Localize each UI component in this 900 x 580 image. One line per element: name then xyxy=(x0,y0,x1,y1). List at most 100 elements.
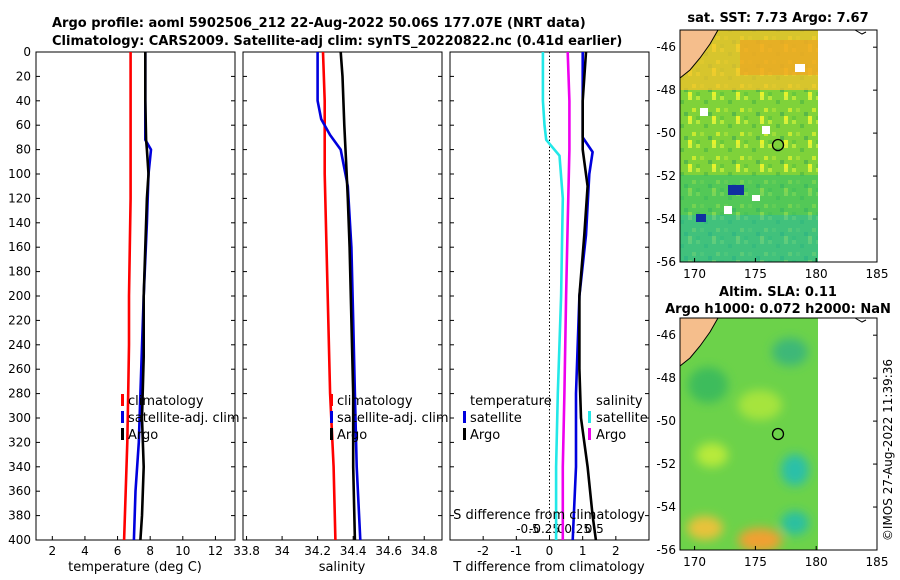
map-lon-label: 170 xyxy=(683,555,706,569)
sst-cool-band xyxy=(680,175,818,215)
depth-tick-label: 40 xyxy=(16,94,31,108)
depth-tick-label: 100 xyxy=(8,167,31,181)
x-top-tick-label: -0.5 xyxy=(516,522,539,536)
depth-tick-label: 160 xyxy=(8,240,31,254)
difference-xlabel-top: S difference from climatology xyxy=(453,508,645,523)
map-lon-label: 180 xyxy=(805,555,828,569)
sst-map-axes: -46 -48 -50 -52 -54 -56 170 175 180 185 xyxy=(656,40,888,281)
legend-swatch-sal-satellite xyxy=(588,411,591,423)
difference-xlabel: T difference from climatology xyxy=(452,560,645,575)
land-new-zealand xyxy=(680,30,719,79)
legend-swatch-temp-argo xyxy=(463,428,466,440)
map-lon-label: 170 xyxy=(683,267,706,281)
x-tick-label: 12 xyxy=(208,544,223,558)
sla-map-frame xyxy=(679,317,878,551)
depth-tick-label: 80 xyxy=(16,143,31,157)
legend-swatch-argo xyxy=(121,428,124,440)
x-top-tick-label: 0.25 xyxy=(564,522,591,536)
depth-tick-label: 340 xyxy=(8,460,31,474)
sst-map xyxy=(680,30,818,262)
sst-missing-pixel xyxy=(752,195,760,201)
map-lat-label: -54 xyxy=(656,500,676,514)
salinity-panel-frame xyxy=(242,51,443,541)
x-tick-label: 4 xyxy=(81,544,89,558)
sla-blob xyxy=(738,390,782,420)
depth-axis: 0 20 40 60 80 100 120 140 160 180 200 220 240 260 280 3… xyxy=(8,45,31,547)
legend-swatch-satellite-adj xyxy=(121,411,124,423)
salinity-legend: climatology satellite-adj. clim Argo xyxy=(330,394,449,443)
figure-title-line1: Argo profile: aoml 5902506_212 22-Aug-20… xyxy=(52,16,586,31)
salinity-plot: 33.8 34 34.2 34.4 34.6 34.8 xyxy=(233,51,442,558)
difference-plot: -2 -1 0 1 2-0.5-0.250 0.250.5 xyxy=(450,51,649,558)
series-line-climatology xyxy=(321,51,337,541)
legend-swatch-argo xyxy=(330,428,333,440)
map-lon-label: 175 xyxy=(744,555,767,569)
sst-map-title: sat. SST: 7.73 Argo: 7.67 xyxy=(687,11,868,26)
temperature-plot: 2 4 6 8 10 12 xyxy=(36,51,235,558)
temperature-legend: climatology satellite-adj. clim Argo xyxy=(121,394,240,443)
legend-swatch-satellite-adj xyxy=(330,411,333,423)
x-tick-label: 34.4 xyxy=(340,544,367,558)
legend-label-sal-satellite: satellite xyxy=(596,411,648,426)
sla-map-axes: -46 -48 -50 -52 -54 -56 170 175 180 185 xyxy=(656,328,888,569)
sla-map-title-line1: Altim. SLA: 0.11 xyxy=(719,285,837,300)
map-lon-label: 185 xyxy=(866,267,889,281)
map-lat-label: -52 xyxy=(656,457,676,471)
x-top-tick-label: 0 xyxy=(557,522,565,536)
map-lat-label: -50 xyxy=(656,414,676,428)
salinity-xlabel: salinity xyxy=(319,560,366,575)
difference-legend: temperature satellite Argo salinity sate… xyxy=(463,394,648,443)
depth-tick-label: 300 xyxy=(8,411,31,425)
legend-label-satellite-adj: satellite-adj. clim xyxy=(128,411,240,426)
legend-label-argo: Argo xyxy=(337,428,367,443)
sla-blob xyxy=(688,367,728,403)
map-lat-label: -46 xyxy=(656,40,676,54)
x-tick-label: -1 xyxy=(510,544,522,558)
depth-tick-label: 240 xyxy=(8,338,31,352)
x-tick-label: 10 xyxy=(175,544,190,558)
x-tick-label: 2 xyxy=(612,544,620,558)
legend-swatch-temp-satellite xyxy=(463,411,466,423)
sst-coldest-band xyxy=(680,215,818,262)
sst-warm-patch xyxy=(740,40,818,75)
depth-tick-label: 60 xyxy=(16,118,31,132)
legend-swatch-climatology xyxy=(330,394,333,406)
legend-title-salinity: salinity xyxy=(596,394,643,409)
x-top-tick-label: -0.25 xyxy=(529,522,560,536)
depth-tick-label: 0 xyxy=(23,45,31,59)
coast-fragment xyxy=(854,317,867,323)
legend-swatch-climatology xyxy=(121,394,124,406)
x-tick-label: 34.8 xyxy=(411,544,438,558)
legend-swatch-sal-argo xyxy=(588,428,591,440)
depth-tick-label: 400 xyxy=(8,533,31,547)
sst-missing-pixel xyxy=(724,206,732,214)
legend-label-satellite-adj: satellite-adj. clim xyxy=(337,411,449,426)
depth-tick-label: 140 xyxy=(8,216,31,230)
sst-missing-pixel xyxy=(700,108,708,116)
map-lat-label: -52 xyxy=(656,169,676,183)
series-line-salinity-argo xyxy=(561,51,571,540)
depth-tick-label: 180 xyxy=(8,265,31,279)
sla-blob xyxy=(696,443,728,467)
series-line-climatology xyxy=(122,52,132,541)
legend-title-temperature: temperature xyxy=(470,394,552,409)
sla-map-title-line2: Argo h1000: 0.072 h2000: NaN xyxy=(665,302,891,317)
map-lat-label: -48 xyxy=(656,83,676,97)
map-lat-label: -56 xyxy=(656,543,676,557)
depth-tick-label: 20 xyxy=(16,69,31,83)
map-lon-label: 175 xyxy=(744,267,767,281)
map-lat-label: -48 xyxy=(656,371,676,385)
depth-tick-label: 220 xyxy=(8,313,31,327)
sst-cold-spot xyxy=(728,185,744,195)
sla-blob xyxy=(772,338,808,366)
map-lat-label: -56 xyxy=(656,255,676,269)
sla-anomalies xyxy=(687,338,809,550)
map-lat-label: -50 xyxy=(656,126,676,140)
sla-map xyxy=(680,318,818,550)
depth-tick-label: 120 xyxy=(8,191,31,205)
x-tick-label: 34 xyxy=(274,544,289,558)
x-tick-label: 6 xyxy=(114,544,122,558)
depth-tick-label: 260 xyxy=(8,362,31,376)
